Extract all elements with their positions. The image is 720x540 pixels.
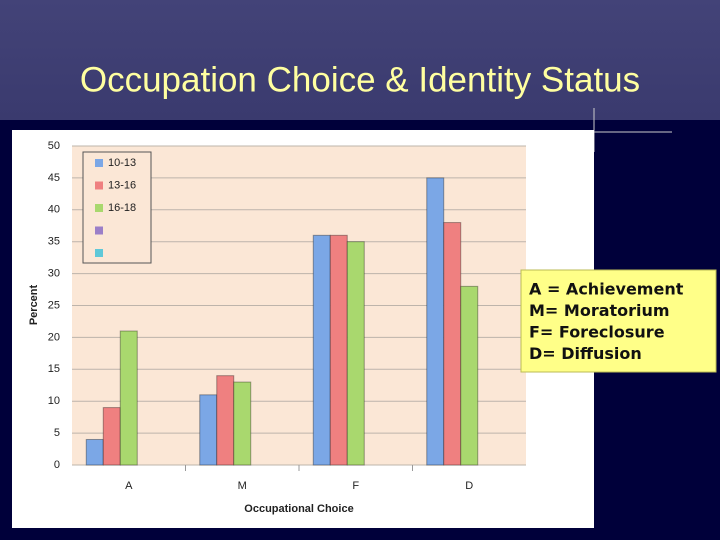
annotation: A = Achievement M= Moratorium F= Foreclosu… <box>529 280 684 364</box>
legend-label: 13-16 <box>108 179 136 191</box>
bar <box>102 407 121 466</box>
annotation-line: D= Diffusion <box>529 344 642 363</box>
y-tick-label: 35 <box>48 236 60 248</box>
x-axis-label: Occupational Choice <box>244 503 353 515</box>
y-tick-label: 50 <box>48 140 60 152</box>
header-band <box>0 0 720 120</box>
legend-swatch <box>95 159 103 167</box>
x-tick-label: D <box>465 480 473 492</box>
legend-label: 10-13 <box>108 157 136 169</box>
y-tick-label: 5 <box>54 427 60 439</box>
legend-box <box>82 151 152 264</box>
bar <box>119 330 138 466</box>
x-tick-label: F <box>352 480 359 492</box>
bar <box>443 222 462 466</box>
y-tick-label: 45 <box>48 172 60 184</box>
bar <box>216 375 235 466</box>
y-tick-label: 30 <box>48 268 60 280</box>
annotation-line: M= Moratorium <box>529 301 670 320</box>
bar <box>329 234 348 466</box>
legend-swatch <box>95 249 103 257</box>
annotation-box <box>520 269 717 373</box>
x-tick-label: M <box>238 480 247 492</box>
y-axis-label: Percent <box>28 284 40 325</box>
bar <box>426 177 445 466</box>
legend-swatch <box>95 204 103 212</box>
slide-title: Occupation Choice & Identity Status <box>80 60 640 99</box>
legend-swatch <box>95 181 103 190</box>
y-tick-label: 15 <box>48 363 60 375</box>
bar <box>346 241 365 466</box>
y-tick-label: 20 <box>48 331 60 343</box>
bar <box>312 234 331 466</box>
x-tick-label: A <box>125 480 133 492</box>
bar <box>85 438 104 466</box>
legend-label: 16-18 <box>108 202 136 214</box>
y-tick-label: 25 <box>48 299 60 311</box>
y-tick-label: 10 <box>48 395 60 407</box>
legend-swatch <box>95 226 103 235</box>
y-tick-label: 0 <box>54 459 60 471</box>
annotation-line: A = Achievement <box>529 280 684 299</box>
bar <box>460 285 479 466</box>
annotation-line: F= Foreclosure <box>529 323 665 342</box>
chart: 0 5 10 15 20 25 30 35 40 45 50 A M F D 10-13 13-16 16-18 <box>48 140 526 492</box>
bar <box>199 394 218 466</box>
y-tick-label: 40 <box>48 204 60 216</box>
bar <box>233 381 252 466</box>
